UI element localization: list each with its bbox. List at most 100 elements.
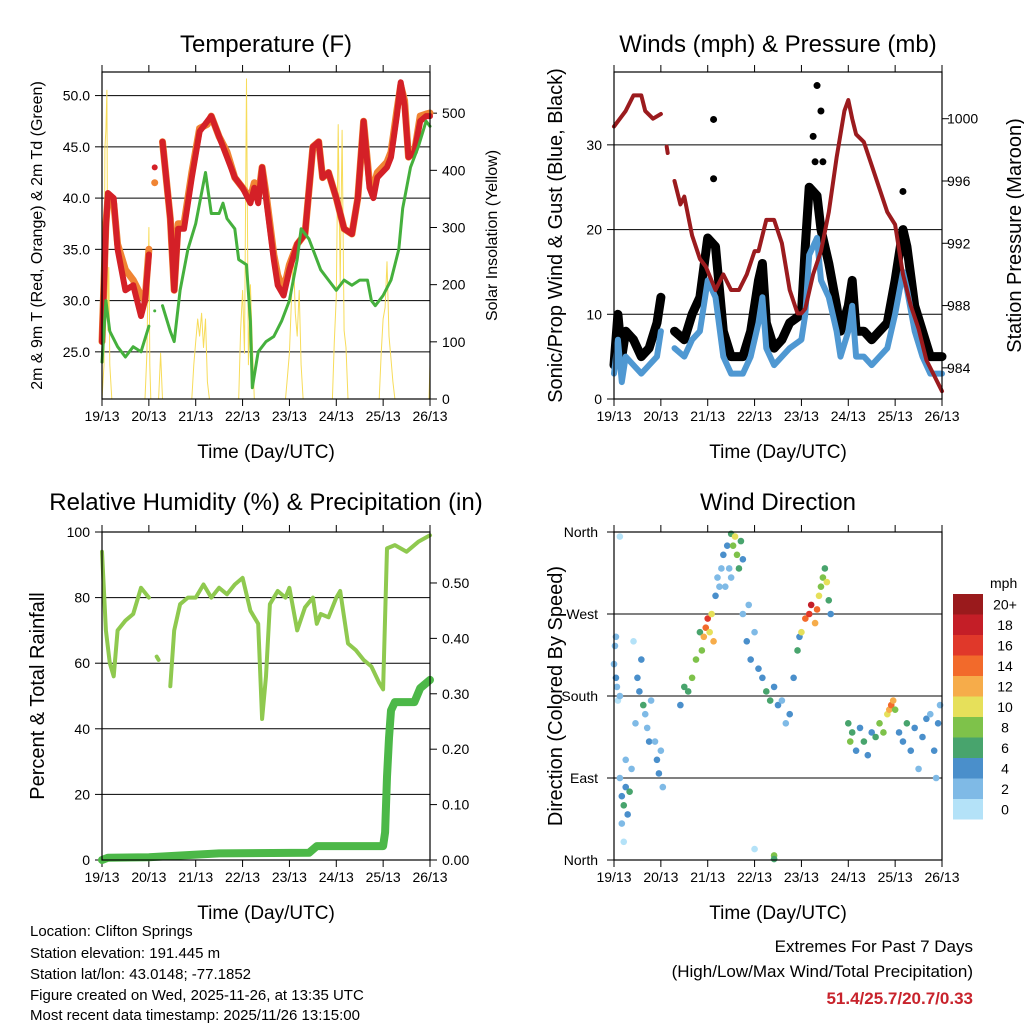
y-right-tick-label: 988 (947, 298, 971, 314)
direction-point (727, 574, 735, 581)
direction-point (626, 788, 633, 795)
location-text: Location: Clifton Springs (30, 923, 193, 940)
x-axis-label: Time (Day/UTC) (197, 442, 335, 463)
direction-point (712, 592, 719, 600)
chart-title: Wind Direction (700, 489, 856, 516)
x-tick-label: 26/13 (412, 408, 447, 424)
direction-point (895, 729, 903, 736)
series-line-relative-humidity (154, 654, 161, 662)
direction-point (657, 747, 665, 754)
series-point-2m-t (151, 164, 158, 171)
direction-point (716, 583, 723, 590)
y-tick-label: 30.0 (63, 293, 90, 309)
y-right-tick-label: 0.10 (442, 797, 469, 813)
y-right-tick-label: 0.20 (442, 741, 469, 757)
x-tick-label: 25/13 (878, 408, 913, 424)
series-line-station-pressure (612, 93, 663, 129)
direction-point (729, 542, 737, 549)
legend-swatch (953, 614, 983, 635)
direction-point (934, 720, 942, 727)
direction-point (639, 701, 647, 709)
x-tick-label: 22/13 (225, 408, 260, 424)
direction-point (794, 647, 801, 654)
direction-point (653, 756, 661, 764)
series-line-2m-t (99, 190, 152, 345)
direction-point (611, 642, 619, 650)
direction-point (700, 633, 708, 641)
direction-point (723, 542, 731, 549)
y-right-tick-label: 1000 (947, 111, 978, 127)
x-tick-label: 19/13 (596, 408, 631, 424)
direction-point (645, 738, 653, 745)
legend-swatch (953, 717, 983, 738)
direction-point (704, 615, 712, 622)
series-line-2m-td (100, 299, 151, 364)
direction-point (751, 845, 758, 853)
legend-label: 18 (997, 617, 1013, 633)
series-point-9m-t (151, 179, 159, 187)
plot-area (610, 530, 944, 863)
x-tick-label: 25/13 (366, 869, 401, 885)
direction-point (630, 638, 637, 645)
y-right-tick-label: 200 (442, 277, 466, 293)
direction-point (641, 710, 649, 718)
direction-point (899, 738, 907, 745)
y-tick-label: North (564, 852, 598, 868)
x-tick-label: 22/13 (225, 869, 260, 885)
direction-point (926, 710, 934, 718)
direction-point (620, 838, 628, 846)
y-tick-label: 0 (82, 852, 90, 868)
y-right-tick-label: 0.00 (442, 852, 469, 868)
extremes-title: Extremes For Past 7 Days (775, 937, 973, 956)
series-line-solar-insolation (158, 352, 163, 400)
plot-frame (101, 531, 431, 861)
direction-point (821, 565, 829, 572)
station-info: Location: Clifton Springs Station elevat… (30, 923, 364, 1024)
direction-point (766, 697, 774, 704)
x-tick-label: 25/13 (878, 869, 913, 885)
direction-point (807, 601, 815, 609)
created-text: Figure created on Wed, 2025-11-26, at 13… (30, 987, 364, 1004)
y-axis-right-label: Solar Insolation (Yellow) (484, 150, 501, 321)
plot-frame (613, 71, 943, 400)
series-line-relative-humidity (168, 533, 432, 721)
y-tick-label: 35.0 (63, 241, 90, 257)
direction-point (616, 533, 624, 540)
y-axis-label: Percent & Total Rainfall (27, 592, 49, 800)
y-tick-label: 60 (74, 655, 90, 671)
gust-point (899, 187, 907, 195)
direction-point (923, 715, 930, 723)
direction-point (817, 583, 825, 590)
direction-point (710, 638, 717, 645)
y-right-tick-label: 984 (947, 360, 971, 376)
x-tick-label: 20/13 (131, 408, 166, 424)
winds-pressure-panel: Winds (mph) & Pressure (mb) Time (Day/UTC… (545, 31, 1024, 463)
latlon-text: Station lat/lon: 43.0148; -77.1852 (30, 966, 251, 983)
x-tick-label: 21/13 (690, 869, 725, 885)
x-tick-label: 26/13 (924, 408, 959, 424)
direction-point (790, 674, 797, 682)
direction-point (919, 733, 926, 741)
plot-frame (101, 71, 431, 400)
series-line-solar-insolation (191, 312, 210, 400)
x-tick-label: 22/13 (737, 408, 772, 424)
elevation-text: Station elevation: 191.445 m (30, 945, 220, 962)
legend-label: 20+ (993, 596, 1017, 612)
direction-point (811, 619, 819, 627)
direction-point (813, 606, 821, 613)
wind-direction-panel: Wind Direction Time (Day/UTC) Direction (C… (545, 489, 1017, 924)
y-right-tick-label: 0 (442, 391, 450, 407)
x-tick-label: 21/13 (690, 408, 725, 424)
direction-point (864, 751, 872, 759)
direction-point (932, 774, 940, 782)
y-tick-label: 0 (594, 391, 602, 407)
x-tick-label: 20/13 (643, 408, 678, 424)
direction-point (643, 724, 651, 732)
legend-label: 16 (997, 637, 1013, 653)
direction-point (706, 628, 713, 636)
direction-point (911, 724, 918, 732)
direction-point (844, 720, 852, 727)
plot-area (609, 82, 947, 394)
direction-point (860, 738, 868, 745)
gust-point (811, 158, 819, 166)
